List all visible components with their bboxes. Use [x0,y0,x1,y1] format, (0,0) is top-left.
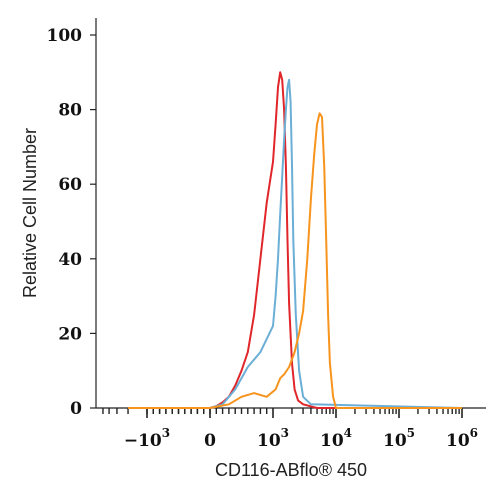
x-tick-label: 0 [204,431,216,451]
series-line-2 [128,78,463,409]
x-axis-title: CD116-ABflo® 450 [215,460,367,480]
y-tick-label: 0 [70,399,82,419]
series-line-3 [128,112,462,409]
y-axis-ticks: 0 20 40 60 80 100 [47,26,96,419]
y-tick-label: 100 [47,26,83,46]
y-tick-label: 20 [58,324,82,344]
y-tick-label: 60 [58,175,82,195]
y-axis-title: Relative Cell Number [20,128,40,298]
series-layer [128,71,463,409]
y-tick-label: 40 [58,250,82,270]
y-tick-label: 80 [58,101,82,121]
x-axis-ticks: −103 0 103 104 105 106 [102,408,478,451]
